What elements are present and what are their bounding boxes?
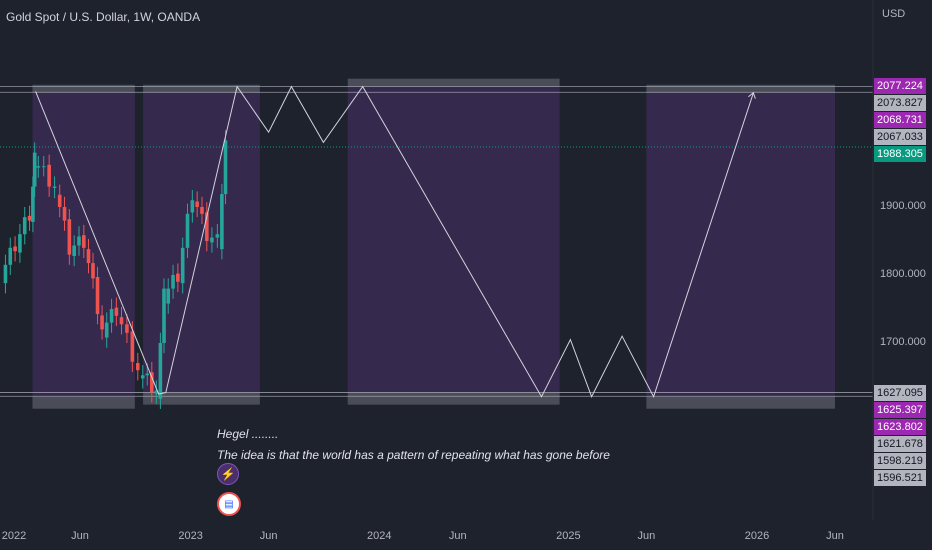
candle-body bbox=[52, 186, 57, 188]
candle-body bbox=[166, 288, 171, 304]
candle-body bbox=[158, 343, 163, 399]
price-tag: 2077.224 bbox=[874, 78, 926, 95]
x-tick-label: Jun bbox=[259, 530, 278, 542]
candle-body bbox=[3, 264, 8, 284]
candle-body bbox=[86, 249, 91, 264]
candle-body bbox=[77, 236, 81, 246]
candle-body bbox=[91, 263, 95, 279]
candle-body bbox=[13, 246, 17, 252]
zone-top-band bbox=[143, 84, 260, 93]
y-tick-label: 1900.000 bbox=[880, 200, 926, 212]
zone-top-band bbox=[347, 78, 560, 87]
candle-body bbox=[67, 219, 72, 255]
candle-body bbox=[205, 212, 209, 241]
price-tag: 1627.095 bbox=[874, 384, 926, 401]
candle-body bbox=[119, 317, 124, 325]
candle-body bbox=[114, 307, 119, 316]
horizontal-levels bbox=[0, 86, 873, 397]
pattern-zone bbox=[347, 86, 560, 393]
price-tag: 1598.219 bbox=[874, 452, 926, 469]
candle-body bbox=[125, 324, 129, 333]
candle-body bbox=[130, 331, 135, 362]
currency-label: USD bbox=[882, 8, 906, 20]
x-tick-label: 2025 bbox=[556, 530, 581, 542]
note-title: Hegel ........ bbox=[217, 427, 279, 441]
price-tag: 1625.397 bbox=[874, 401, 926, 418]
price-tag: 1623.802 bbox=[874, 418, 926, 435]
projection-arrowhead bbox=[748, 91, 756, 99]
candle-body bbox=[41, 166, 46, 168]
candle-body bbox=[8, 247, 13, 265]
lightning-icon[interactable]: ⚡ bbox=[217, 463, 239, 485]
zone-top-band bbox=[32, 84, 135, 93]
y-tick-label: 1800.000 bbox=[880, 268, 926, 280]
x-tick-label: Jun bbox=[448, 530, 467, 542]
x-tick-label: Jun bbox=[637, 530, 656, 542]
candle-body bbox=[195, 201, 199, 207]
candle-body bbox=[135, 363, 140, 371]
candle-body bbox=[145, 373, 150, 376]
price-tag: 1596.521 bbox=[874, 469, 926, 486]
note-text: The idea is that the world has a pattern… bbox=[217, 448, 610, 462]
candle-body bbox=[104, 322, 109, 338]
candle-body bbox=[180, 247, 185, 284]
candle-body bbox=[223, 140, 228, 195]
pattern-zones bbox=[32, 78, 836, 409]
x-tick-label: 2022 bbox=[1, 530, 27, 542]
candle-body bbox=[162, 288, 166, 343]
zone-bottom-band bbox=[347, 392, 560, 405]
x-tick-label: 2023 bbox=[178, 530, 203, 542]
candle-body bbox=[171, 275, 175, 289]
candle-body bbox=[176, 273, 180, 282]
price-tag: 2067.033 bbox=[874, 129, 926, 146]
y-tick-label: 1700.000 bbox=[880, 336, 926, 348]
zone-top-band bbox=[646, 84, 836, 93]
candle-body bbox=[57, 194, 62, 207]
candle-body bbox=[190, 200, 195, 213]
candle-body bbox=[200, 207, 204, 214]
candle-body bbox=[185, 213, 190, 248]
x-tick-label: 2026 bbox=[744, 530, 770, 542]
x-tick-label: Jun bbox=[826, 530, 844, 542]
chart-title: Gold Spot / U.S. Dollar, 1W, OANDA bbox=[6, 10, 201, 24]
candle-body bbox=[82, 235, 86, 248]
candle-body bbox=[36, 166, 41, 168]
candle-body bbox=[72, 245, 76, 256]
candle-body bbox=[27, 215, 32, 221]
price-tag: 1621.678 bbox=[874, 435, 926, 452]
zone-bottom-band bbox=[143, 392, 260, 405]
zone-bottom-band bbox=[32, 396, 135, 409]
projection-path bbox=[35, 85, 756, 398]
candle-body bbox=[47, 164, 51, 187]
candle-body bbox=[215, 234, 220, 238]
pattern-zone bbox=[646, 92, 836, 397]
candle-body bbox=[149, 372, 154, 393]
candle-body bbox=[32, 152, 37, 187]
price-tag: 2068.731 bbox=[874, 112, 926, 129]
candle-body bbox=[100, 315, 104, 330]
candle-body bbox=[140, 375, 145, 379]
x-tick-label: 2024 bbox=[366, 530, 392, 542]
candle-body bbox=[95, 277, 100, 315]
candle-body bbox=[62, 207, 67, 221]
us-flag-icon[interactable]: ▤ bbox=[217, 492, 241, 516]
candle-body bbox=[18, 234, 22, 253]
candle-body bbox=[210, 237, 214, 243]
candle-body bbox=[22, 217, 27, 235]
projection-line bbox=[35, 85, 754, 398]
price-tag: 2073.827 bbox=[874, 95, 926, 112]
candle-body bbox=[109, 309, 114, 323]
candle-body bbox=[220, 194, 224, 250]
candlesticks bbox=[3, 130, 228, 409]
candle-body bbox=[31, 186, 35, 222]
x-tick-label: Jun bbox=[71, 530, 89, 542]
price-tag: 1988.305 bbox=[874, 146, 926, 163]
zone-bottom-band bbox=[646, 396, 836, 409]
candle-body bbox=[154, 390, 159, 394]
